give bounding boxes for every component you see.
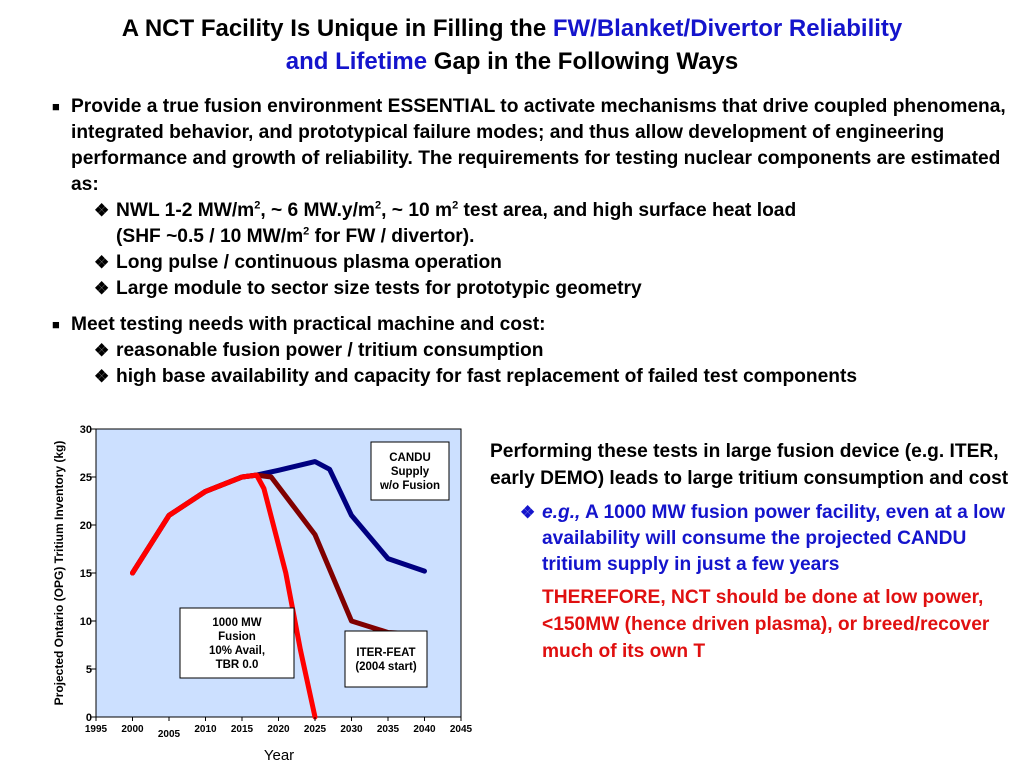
- sub-bullet-text: , ~ 6 MW.y/m: [260, 200, 375, 221]
- x-tick-label: 2005: [158, 729, 181, 740]
- y-axis-label: Projected Ontario (OPG) Tritium Inventor…: [52, 441, 66, 706]
- x-tick-label: 2000: [121, 724, 144, 735]
- y-tick-label: 0: [86, 712, 92, 724]
- bullet-text: Meet testing needs with practical machin…: [71, 314, 546, 335]
- annotation-text: CANDU: [389, 452, 431, 464]
- sub-bullet-text: high base availability and capacity for …: [116, 366, 858, 387]
- superscript: 2: [375, 199, 382, 212]
- title-highlight: FW/Blanket/Divertor Reliability: [552, 15, 903, 42]
- y-tick-label: 15: [80, 568, 92, 580]
- bullet-item: ■ Meet testing needs with practical mach…: [52, 312, 1012, 338]
- diamond-bullet-icon: ❖: [94, 367, 110, 386]
- bullet-item: ■ Provide a true fusion environment ESSE…: [52, 94, 1012, 198]
- annotation-text: w/o Fusion: [379, 480, 440, 492]
- sub-bullet-text: for FW / divertor).: [309, 226, 475, 247]
- x-tick-label: 2035: [377, 724, 400, 735]
- annotation-text: (2004 start): [355, 661, 417, 673]
- sub-bullet-text: Large module to sector size tests for pr…: [116, 278, 642, 299]
- annotation-text: TBR 0.0: [216, 659, 259, 671]
- sub-bullet-text: test area, and high surface heat load: [458, 200, 797, 221]
- y-tick-label: 10: [80, 616, 92, 628]
- sub-bullet-text: NWL 1-2 MW/m: [116, 200, 255, 221]
- sub-bullet-text: , ~ 10 m: [381, 200, 453, 221]
- bullet-list: ■ Provide a true fusion environment ESSE…: [52, 94, 1012, 390]
- annotation-box: [370, 441, 450, 501]
- x-tick-label: 2015: [231, 724, 254, 735]
- title-highlight: and Lifetime: [285, 48, 428, 75]
- x-tick-label: 2040: [413, 724, 436, 735]
- superscript: 2: [452, 199, 459, 212]
- example-item: ❖ e.g., A 1000 MW fusion power facility,…: [490, 500, 1010, 578]
- eg-label: e.g.,: [542, 502, 581, 523]
- annotation-text: Supply: [391, 466, 430, 478]
- y-tick-label: 20: [80, 520, 92, 532]
- square-bullet-icon: ■: [52, 99, 60, 114]
- sub-bullet-text: Long pulse / continuous plasma operation: [116, 252, 502, 273]
- bullet-text: Provide a true fusion environment ESSENT…: [71, 96, 1006, 195]
- consumption-statement: Performing these tests in large fusion d…: [490, 441, 1009, 489]
- annotation-box: [344, 630, 428, 688]
- slide-title: A NCT Facility Is Unique in Filling the …: [0, 12, 1024, 78]
- sub-bullet-item: ❖ Long pulse / continuous plasma operati…: [52, 250, 1012, 276]
- title-part: A NCT Facility Is Unique in Filling the: [121, 15, 547, 42]
- annotation-text: ITER-FEAT: [356, 647, 415, 659]
- sub-bullet-item: ❖ high base availability and capacity fo…: [52, 364, 1012, 390]
- example-text: A 1000 MW fusion power facility, even at…: [542, 502, 1006, 575]
- annotation-box: [179, 607, 295, 679]
- right-text-block: Performing these tests in large fusion d…: [490, 438, 1010, 665]
- x-tick-label: 2025: [304, 724, 327, 735]
- y-tick-label: 25: [80, 472, 92, 484]
- superscript: 2: [303, 225, 310, 238]
- square-bullet-icon: ■: [52, 317, 60, 332]
- series-line-3: [130, 472, 318, 720]
- sub-bullet-item: ❖ reasonable fusion power / tritium cons…: [52, 338, 1012, 364]
- annotation-text: Fusion: [218, 631, 256, 643]
- title-part: Gap in the Following Ways: [433, 48, 739, 75]
- diamond-bullet-icon: ❖: [94, 201, 110, 220]
- y-tick-label: 30: [80, 424, 92, 436]
- superscript: 2: [254, 199, 261, 212]
- x-tick-label: 2045: [450, 724, 473, 735]
- diamond-bullet-icon: ❖: [520, 503, 536, 522]
- annotation-text: 1000 MW: [212, 617, 261, 629]
- x-tick-label: 2010: [194, 724, 217, 735]
- diamond-bullet-icon: ❖: [94, 279, 110, 298]
- diamond-bullet-icon: ❖: [94, 253, 110, 272]
- annotation-text: 10% Avail,: [209, 645, 265, 657]
- x-tick-label: 1995: [85, 724, 108, 735]
- conclusion-text: THEREFORE, NCT should be done at low pow…: [542, 587, 990, 662]
- sub-bullet-item: ❖ NWL 1-2 MW/m2, ~ 6 MW.y/m2, ~ 10 m2 te…: [52, 198, 1012, 250]
- sub-bullet-text: reasonable fusion power / tritium consum…: [116, 340, 544, 361]
- x-tick-label: 2020: [267, 724, 290, 735]
- sub-bullet-text: (SHF ~0.5 / 10 MW/m: [116, 226, 304, 247]
- x-tick-label: 2030: [340, 724, 363, 735]
- diamond-bullet-icon: ❖: [94, 341, 110, 360]
- x-axis-label: Year: [264, 747, 294, 764]
- y-tick-label: 5: [86, 664, 92, 676]
- sub-bullet-item: ❖ Large module to sector size tests for …: [52, 276, 1012, 302]
